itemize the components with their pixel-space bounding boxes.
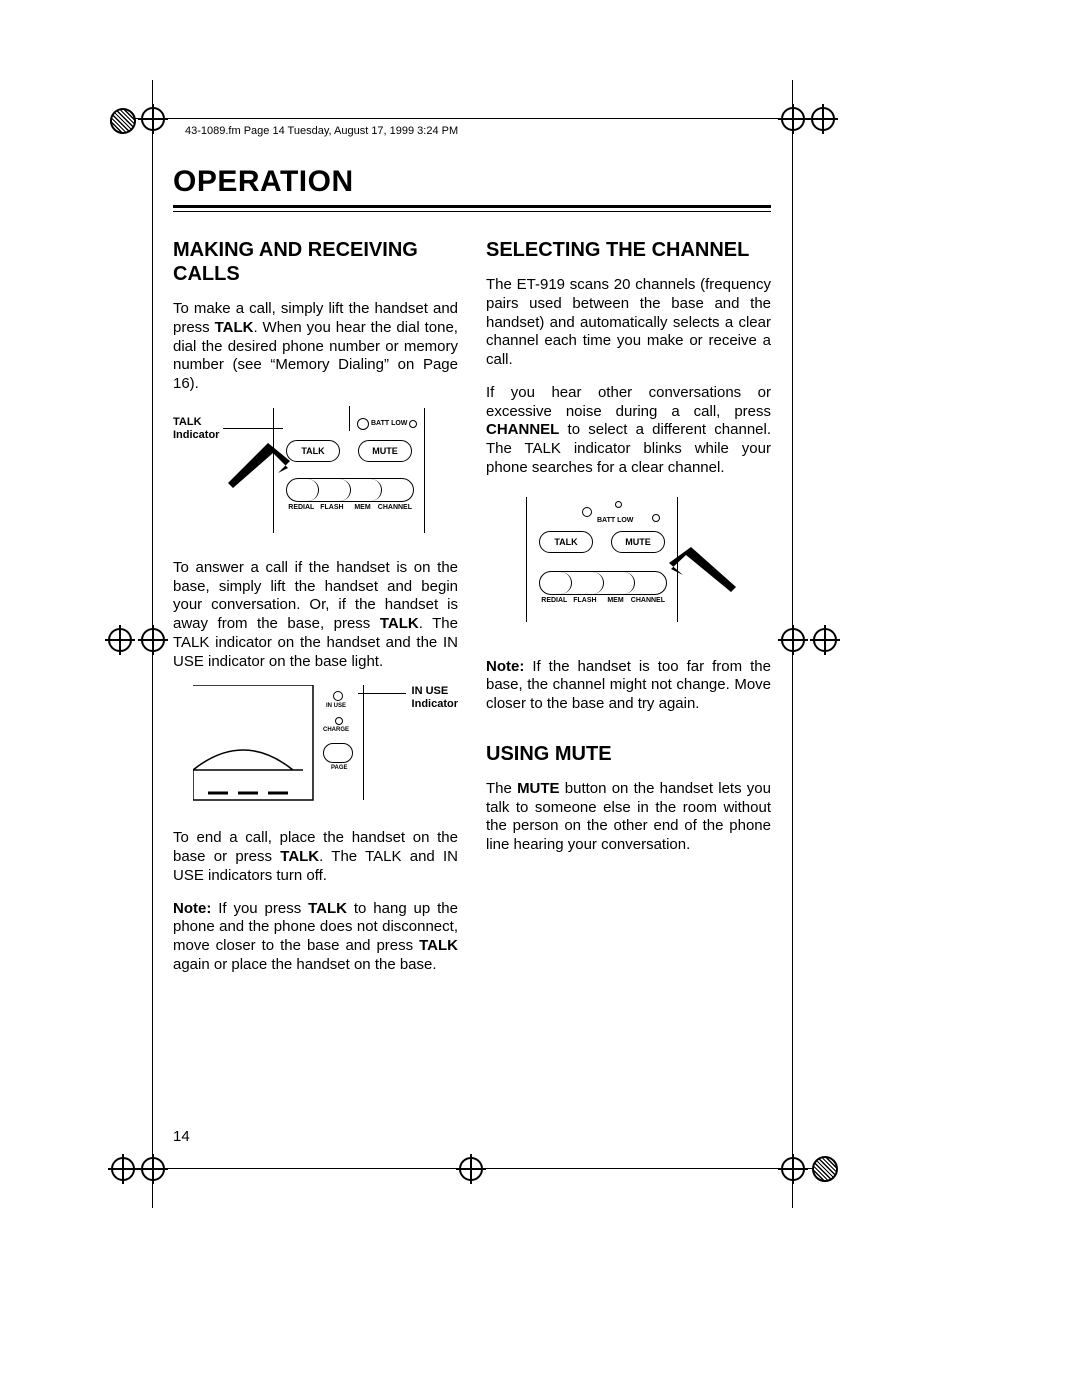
button-row-icon [286, 478, 414, 502]
text: If you hear other conversations or exces… [486, 384, 771, 420]
leader-line [358, 693, 406, 694]
bold-text: MUTE [517, 780, 560, 797]
text: The [486, 780, 517, 797]
bold-text: Note: [173, 900, 211, 917]
label: CHANNEL [378, 504, 412, 511]
bold-text: Note: [486, 658, 524, 675]
reg-mark-icon [810, 625, 840, 655]
figure-handset-talk: TALK Indicator BATT LOW TALK MUTE REDIAL [173, 408, 458, 543]
paragraph: The MUTE button on the handset lets you … [486, 780, 771, 855]
figure-handset-channel: BATT LOW TALK MUTE REDIAL FLASH MEM CHAN… [486, 492, 771, 642]
text: IN USE [412, 685, 449, 697]
paragraph: Note: If you press TALK to hang up the p… [173, 900, 458, 975]
handset-diagram: BATT LOW TALK MUTE REDIAL FLASH MEM CHAN… [526, 497, 678, 622]
handset-diagram: BATT LOW TALK MUTE REDIAL FLASH MEM CHAN… [273, 408, 425, 533]
reg-mark-icon [778, 625, 808, 655]
paragraph: The ET-919 scans 20 channels (frequency … [486, 276, 771, 370]
figure-label: IN USE Indicator [412, 685, 458, 711]
text: Indicator [173, 429, 219, 441]
button-row-icon [539, 571, 667, 595]
section-title: MAKING AND RECEIVING CALLS [173, 238, 458, 286]
left-column: MAKING AND RECEIVING CALLS To make a cal… [173, 238, 458, 989]
led-icon [582, 507, 592, 517]
led-icon [357, 418, 369, 430]
label: CHANNEL [631, 597, 665, 604]
label: TALK [301, 446, 324, 456]
paragraph: If you hear other conversations or exces… [486, 384, 771, 478]
mute-button-icon: MUTE [611, 531, 665, 553]
text: Indicator [412, 698, 458, 710]
paragraph: Note: If the handset is too far from the… [486, 658, 771, 714]
reg-mark-icon [778, 1154, 808, 1184]
label: PAGE [331, 765, 348, 771]
bold-text: TALK [280, 848, 319, 865]
label: REDIAL [539, 597, 570, 604]
reg-mark-icon [138, 625, 168, 655]
reg-mark-icon [456, 1154, 486, 1184]
label: BATT LOW [597, 517, 633, 524]
title-rule [173, 205, 771, 212]
label: MEM [600, 597, 631, 604]
bold-text: TALK [308, 900, 347, 917]
led-icon [409, 420, 417, 428]
text: If the handset is too far from the base,… [486, 658, 771, 713]
paragraph: To make a call, simply lift the handset … [173, 300, 458, 394]
reg-mark-icon [808, 104, 838, 134]
two-column-layout: MAKING AND RECEIVING CALLS To make a cal… [173, 238, 771, 989]
arrow-icon [228, 443, 293, 498]
button-labels: REDIAL FLASH MEM CHANNEL [286, 504, 412, 511]
label: FLASH [570, 597, 601, 604]
section-title: SELECTING THE CHANNEL [486, 238, 771, 262]
page-title: OPERATION [173, 165, 771, 199]
label: TALK [554, 537, 577, 547]
bold-text: TALK [215, 319, 254, 336]
bold-text: CHANNEL [486, 421, 559, 438]
reg-mark-icon [812, 1156, 838, 1182]
reg-mark-icon [110, 108, 136, 134]
label: IN USE [326, 703, 346, 709]
reg-mark-icon [108, 1154, 138, 1184]
label: MEM [347, 504, 378, 511]
text: If you press [211, 900, 308, 917]
crop-line [115, 118, 830, 119]
figure-label: TALK Indicator [173, 416, 219, 442]
page-button-icon [323, 743, 353, 763]
text: TALK [173, 416, 202, 428]
label: BATT LOW [371, 420, 407, 427]
divider [349, 406, 350, 431]
right-column: SELECTING THE CHANNEL The ET-919 scans 2… [486, 238, 771, 989]
bold-text: TALK [419, 937, 458, 954]
reg-mark-icon [778, 104, 808, 134]
led-icon [615, 501, 622, 508]
section-title: USING MUTE [486, 742, 771, 766]
bold-text: TALK [380, 615, 419, 632]
reg-mark-icon [138, 1154, 168, 1184]
reg-mark-icon [105, 625, 135, 655]
page: 43-1089.fm Page 14 Tuesday, August 17, 1… [0, 0, 1080, 1397]
mute-button-icon: MUTE [358, 440, 412, 462]
paragraph: To answer a call if the handset is on th… [173, 559, 458, 672]
arrow-icon [661, 547, 736, 607]
label: MUTE [625, 537, 651, 547]
label: MUTE [372, 446, 398, 456]
content-area: OPERATION MAKING AND RECEIVING CALLS To … [173, 165, 771, 989]
base-unit-diagram: IN USE CHARGE PAGE [193, 685, 364, 800]
label: CHARGE [323, 727, 349, 733]
paragraph: To end a call, place the handset on the … [173, 829, 458, 885]
button-labels: REDIAL FLASH MEM CHANNEL [539, 597, 665, 604]
figure-base-inuse: IN USE Indicator IN USE CHARGE [173, 685, 458, 813]
text: again or place the handset on the base. [173, 956, 437, 973]
header-line: 43-1089.fm Page 14 Tuesday, August 17, 1… [185, 125, 458, 137]
talk-button-icon: TALK [286, 440, 340, 462]
label: FLASH [317, 504, 348, 511]
page-number: 14 [173, 1128, 190, 1145]
label: REDIAL [286, 504, 317, 511]
led-icon [652, 514, 660, 522]
reg-mark-icon [138, 104, 168, 134]
talk-button-icon: TALK [539, 531, 593, 553]
